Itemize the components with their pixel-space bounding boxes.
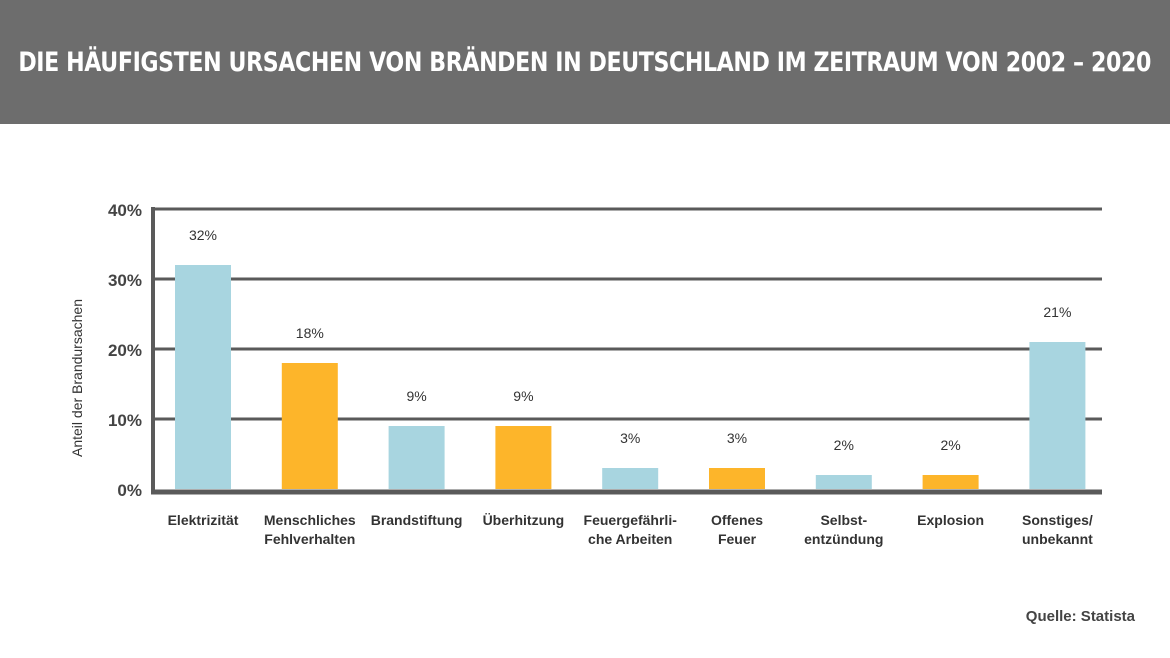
- bar: [1029, 342, 1086, 489]
- x-tick-label: Sonstiges/: [1022, 512, 1093, 528]
- data-label: 3%: [620, 430, 640, 446]
- bar: [388, 426, 445, 489]
- x-tick-label: che Arbeiten: [588, 531, 672, 547]
- data-label: 21%: [1043, 304, 1071, 320]
- y-tick-label: 0%: [117, 481, 142, 500]
- data-label: 2%: [940, 437, 960, 453]
- source-note: Quelle: Statista: [1025, 608, 1135, 625]
- x-tick-label: Feuer: [718, 531, 757, 547]
- y-tick-label: 20%: [108, 341, 142, 360]
- x-tick-label: Explosion: [917, 512, 984, 528]
- x-tick-label: entzündung: [804, 531, 883, 547]
- data-label: 9%: [513, 388, 533, 404]
- y-axis-label: Anteil der Brandursachen: [69, 299, 85, 457]
- data-label: 32%: [189, 227, 217, 243]
- x-tick-label: Feuergefährli-: [584, 512, 678, 528]
- x-tick-label: Elektrizität: [168, 512, 239, 528]
- x-tick-label: Überhitzung: [483, 512, 565, 528]
- x-tick-label: Fehlverhalten: [264, 531, 355, 547]
- chart-title: DIE HÄUFIGSTEN URSACHEN VON BRÄNDEN IN D…: [18, 46, 1152, 78]
- y-tick-label: 40%: [108, 201, 142, 220]
- y-tick-label: 30%: [108, 271, 142, 290]
- bar: [602, 468, 659, 489]
- x-tick-label: unbekannt: [1022, 531, 1093, 547]
- header-banner: DIE HÄUFIGSTEN URSACHEN VON BRÄNDEN IN D…: [0, 0, 1170, 124]
- bar: [495, 426, 552, 489]
- data-label: 3%: [727, 430, 747, 446]
- bar: [175, 265, 231, 489]
- bar: [709, 468, 765, 489]
- bar: [281, 363, 338, 489]
- bar: [815, 475, 872, 489]
- x-tick-label: Offenes: [711, 512, 763, 528]
- bar: [922, 475, 979, 489]
- data-label: 2%: [834, 437, 854, 453]
- x-tick-label: Brandstiftung: [371, 512, 463, 528]
- x-tick-label: Menschliches: [264, 512, 356, 528]
- x-tick-label: Selbst-: [820, 512, 867, 528]
- data-label: 9%: [406, 388, 426, 404]
- data-label: 18%: [296, 325, 324, 341]
- y-tick-label: 10%: [108, 411, 142, 430]
